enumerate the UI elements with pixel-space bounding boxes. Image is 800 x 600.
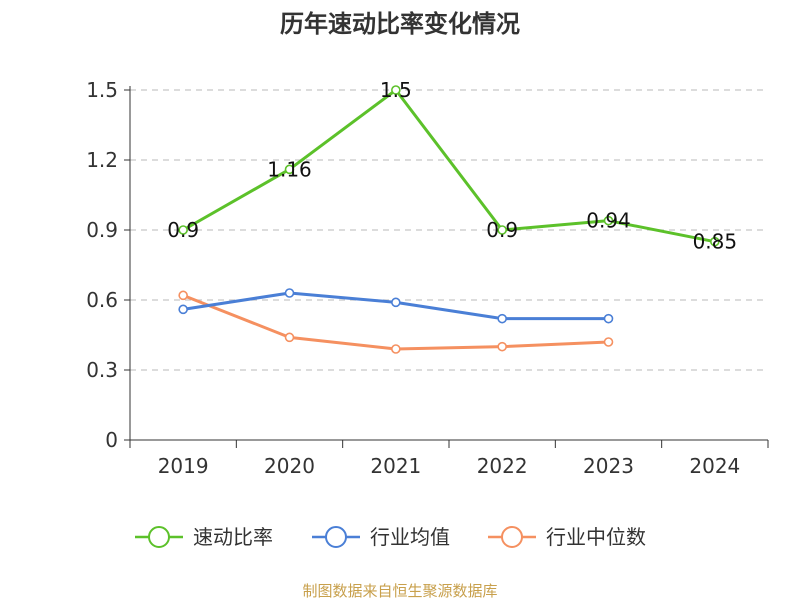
x-tick-label: 2020 — [264, 454, 315, 478]
legend-label: 行业均值 — [370, 525, 450, 549]
y-tick-label: 1.5 — [86, 78, 118, 102]
axes: 0 0.3 0.6 0.9 1.2 1.5 2019 2020 2021 2022 2023 2024 — [86, 78, 769, 478]
data-point — [603, 337, 614, 347]
legend-label: 速动比率 — [193, 525, 273, 549]
series-layer — [178, 85, 720, 354]
data-point — [391, 297, 401, 308]
data-point — [391, 344, 401, 354]
data-labels: 0.9 1.16 1.5 0.9 0.94 0.85 — [167, 78, 737, 254]
y-tick-label: 1.2 — [86, 148, 118, 172]
data-point — [178, 225, 188, 235]
data-label: 0.9 — [486, 218, 518, 242]
data-point — [284, 288, 295, 298]
series-line — [182, 88, 716, 244]
data-point — [603, 215, 614, 226]
data-label: 1.16 — [267, 157, 312, 181]
grid-lines — [130, 89, 768, 371]
legend: 速动比率 行业均值 行业中位数 — [135, 525, 646, 549]
data-point — [497, 313, 507, 324]
x-tick-label: 2024 — [689, 454, 740, 478]
data-point — [497, 225, 507, 235]
data-label: 0.85 — [693, 230, 738, 254]
legend-swatch-marker — [501, 526, 523, 548]
data-point — [710, 236, 720, 247]
data-point — [391, 85, 401, 95]
y-tick-label: 0.9 — [86, 218, 118, 242]
legend-item: 行业中位数 — [488, 525, 646, 549]
data-point — [284, 332, 295, 343]
data-point — [497, 341, 507, 352]
legend-swatch-marker — [325, 526, 347, 548]
data-point — [603, 313, 614, 324]
footer-source: 制图数据来自恒生聚源数据库 — [302, 582, 497, 600]
data-label: 0.94 — [586, 209, 631, 233]
legend-item: 速动比率 — [135, 525, 273, 549]
y-tick-label: 0 — [105, 428, 118, 452]
x-tick-label: 2019 — [158, 454, 209, 478]
y-tick-label: 0.3 — [86, 358, 118, 382]
data-point — [178, 304, 188, 315]
chart-title: 历年速动比率变化情况 — [280, 10, 520, 38]
x-tick-label: 2021 — [370, 454, 421, 478]
legend-item: 行业均值 — [312, 525, 450, 549]
x-tick-label: 2023 — [583, 454, 634, 478]
x-tick-label: 2022 — [477, 454, 528, 478]
data-point — [178, 290, 188, 301]
y-tick-label: 0.6 — [86, 288, 118, 312]
legend-swatch-marker — [148, 526, 170, 548]
data-point — [284, 164, 295, 175]
data-label: 1.5 — [380, 78, 412, 102]
data-label: 0.9 — [167, 218, 199, 242]
legend-label: 行业中位数 — [546, 525, 646, 549]
